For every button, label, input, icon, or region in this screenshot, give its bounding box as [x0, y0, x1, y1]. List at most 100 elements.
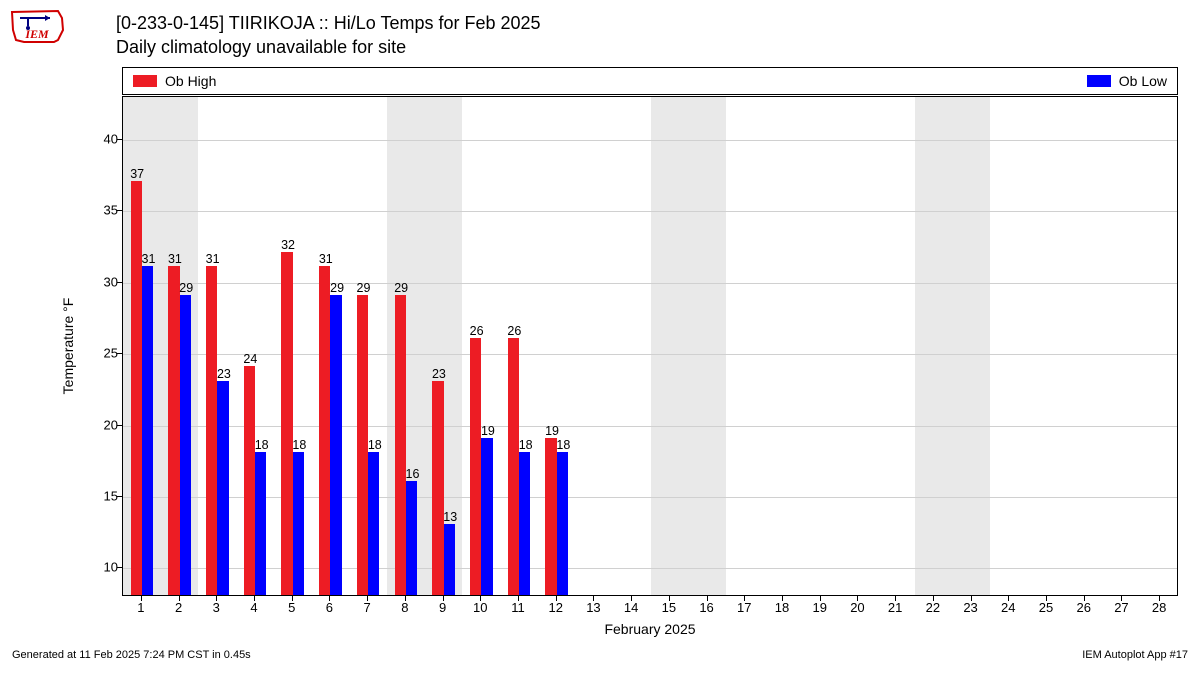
legend-swatch-high: [133, 75, 157, 87]
weekend-band: [915, 97, 990, 595]
y-tick-mark: [117, 496, 122, 497]
x-tick-label: 7: [364, 600, 371, 615]
x-tick-mark: [292, 596, 293, 601]
x-tick-mark: [367, 596, 368, 601]
x-tick-mark: [141, 596, 142, 601]
bar-high: [168, 266, 179, 595]
chart-container: IEM [0-233-0-145] TIIRIKOJA :: Hi/Lo Tem…: [0, 0, 1200, 675]
bar-label-low: 18: [365, 438, 384, 452]
bar-label-low: 18: [252, 438, 271, 452]
x-tick-label: 20: [850, 600, 864, 615]
grid-line: [123, 211, 1177, 212]
bar-label-low: 31: [139, 252, 158, 266]
bar-label-low: 23: [214, 367, 233, 381]
x-tick-label: 28: [1152, 600, 1166, 615]
bar-label-high: 29: [354, 281, 373, 295]
grid-line: [123, 140, 1177, 141]
bar-label-high: 24: [241, 352, 260, 366]
x-tick-mark: [405, 596, 406, 601]
x-tick-mark: [971, 596, 972, 601]
bar-label-low: 18: [290, 438, 309, 452]
x-tick-mark: [895, 596, 896, 601]
bar-label-low: 13: [441, 510, 460, 524]
iem-logo: IEM: [6, 6, 68, 48]
bar-high: [281, 252, 292, 595]
x-tick-label: 17: [737, 600, 751, 615]
bar-high: [470, 338, 481, 595]
x-tick-label: 11: [511, 600, 525, 615]
x-tick-label: 21: [888, 600, 902, 615]
x-tick-label: 22: [926, 600, 940, 615]
x-tick-label: 13: [586, 600, 600, 615]
x-tick-mark: [744, 596, 745, 601]
bar-high: [206, 266, 217, 595]
bar-low: [255, 452, 266, 595]
bar-label-high: 19: [542, 424, 561, 438]
y-tick-mark: [117, 353, 122, 354]
x-tick-label: 16: [699, 600, 713, 615]
x-tick-label: 5: [288, 600, 295, 615]
x-tick-label: 10: [473, 600, 487, 615]
y-tick-mark: [117, 425, 122, 426]
bar-high: [395, 295, 406, 595]
x-tick-label: 23: [963, 600, 977, 615]
legend-box: Ob High Ob Low: [122, 67, 1178, 95]
bar-low: [330, 295, 341, 595]
plot-area: 3731312931232418321831292918291623132619…: [122, 96, 1178, 596]
x-tick-mark: [329, 596, 330, 601]
x-axis-label: February 2025: [604, 621, 695, 637]
legend-item-low: Ob Low: [1087, 73, 1167, 89]
x-tick-label: 19: [812, 600, 826, 615]
bar-high: [545, 438, 556, 595]
bar-low: [293, 452, 304, 595]
x-tick-mark: [593, 596, 594, 601]
x-tick-mark: [1121, 596, 1122, 601]
bar-low: [406, 481, 417, 595]
bar-label-high: 26: [467, 324, 486, 338]
bar-label-low: 29: [327, 281, 346, 295]
svg-text:IEM: IEM: [24, 27, 49, 41]
chart-title-line2: Daily climatology unavailable for site: [116, 37, 406, 58]
x-tick-mark: [820, 596, 821, 601]
x-tick-label: 27: [1114, 600, 1128, 615]
x-tick-mark: [631, 596, 632, 601]
x-tick-label: 26: [1076, 600, 1090, 615]
x-tick-label: 18: [775, 600, 789, 615]
bar-low: [557, 452, 568, 595]
bar-label-low: 16: [403, 467, 422, 481]
bar-low: [368, 452, 379, 595]
bar-high: [319, 266, 330, 595]
y-tick-label: 15: [104, 489, 118, 504]
y-tick-mark: [117, 567, 122, 568]
bar-high: [508, 338, 519, 595]
bar-label-high: 31: [316, 252, 335, 266]
bar-label-high: 26: [505, 324, 524, 338]
x-tick-label: 14: [624, 600, 638, 615]
x-tick-label: 12: [548, 600, 562, 615]
x-tick-label: 3: [213, 600, 220, 615]
x-tick-mark: [1008, 596, 1009, 601]
x-tick-mark: [782, 596, 783, 601]
y-tick-label: 10: [104, 560, 118, 575]
footer-left-text: Generated at 11 Feb 2025 7:24 PM CST in …: [12, 649, 251, 661]
y-tick-mark: [117, 282, 122, 283]
x-tick-mark: [707, 596, 708, 601]
footer-right-text: IEM Autoplot App #17: [1082, 649, 1188, 661]
bar-label-high: 23: [429, 367, 448, 381]
bar-label-low: 19: [478, 424, 497, 438]
bar-label-high: 37: [128, 167, 147, 181]
y-axis-label: Temperature °F: [60, 298, 76, 395]
y-tick-label: 40: [104, 131, 118, 146]
x-tick-label: 15: [662, 600, 676, 615]
x-tick-label: 2: [175, 600, 182, 615]
x-tick-label: 24: [1001, 600, 1015, 615]
bar-low: [142, 266, 153, 595]
x-tick-mark: [179, 596, 180, 601]
bar-label-high: 32: [278, 238, 297, 252]
bar-label-high: 31: [203, 252, 222, 266]
chart-title-line1: [0-233-0-145] TIIRIKOJA :: Hi/Lo Temps f…: [116, 13, 541, 34]
x-tick-mark: [443, 596, 444, 601]
bar-low: [217, 381, 228, 595]
x-tick-mark: [556, 596, 557, 601]
x-tick-label: 1: [137, 600, 144, 615]
